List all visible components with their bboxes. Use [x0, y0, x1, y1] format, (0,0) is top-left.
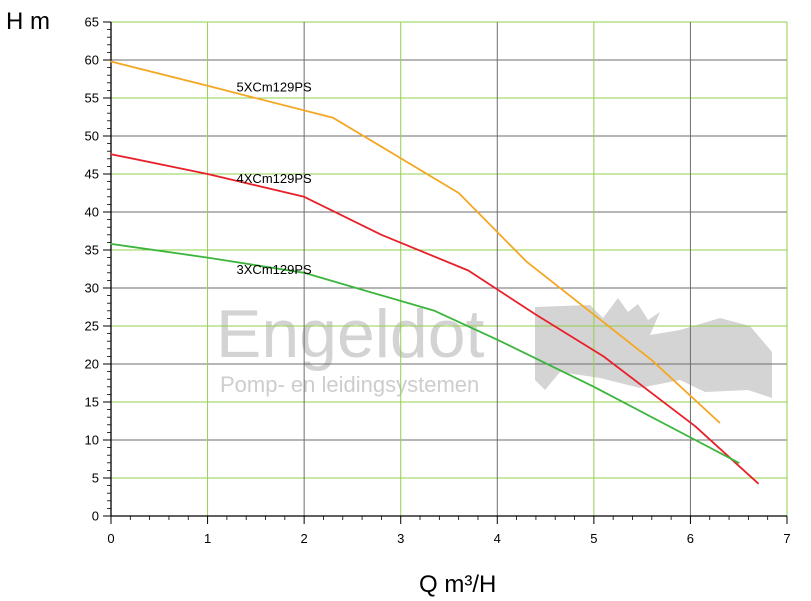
y-tick-label: 65 — [85, 15, 99, 30]
x-tick-label: 0 — [107, 531, 114, 546]
x-tick-label: 7 — [783, 531, 790, 546]
series-label: 4XCm129PS — [237, 171, 312, 186]
x-tick-label: 3 — [397, 531, 404, 546]
series-label: 5XCm129PS — [237, 80, 312, 95]
y-tick-label: 55 — [85, 91, 99, 106]
y-tick-label: 50 — [85, 129, 99, 144]
y-tick-label: 45 — [85, 167, 99, 182]
y-tick-label: 25 — [85, 319, 99, 334]
watermark-logo-icon — [535, 298, 772, 398]
x-tick-label: 4 — [494, 531, 501, 546]
x-tick-label: 6 — [687, 531, 694, 546]
series — [110, 60, 759, 485]
series-label: 3XCm129PS — [237, 262, 312, 277]
labels: 5XCm129PS 4XCm129PS 3XCm129PS — [237, 80, 312, 277]
y-axis-title: H m — [6, 8, 50, 35]
y-tick-label: 20 — [85, 357, 99, 372]
y-tick-label: 35 — [85, 243, 99, 258]
x-axis-title: Q m³/H — [419, 571, 496, 598]
y-tick-label: 10 — [85, 433, 99, 448]
grid — [111, 21, 788, 516]
y-tick-label: 15 — [85, 395, 99, 410]
x-tick-label: 2 — [301, 531, 308, 546]
x-tick-label: 1 — [204, 531, 211, 546]
y-tick-label: 5 — [92, 471, 99, 486]
watermark-subtitle: Pomp- en leidingsystemen — [220, 372, 479, 397]
y-tick-label: 40 — [85, 205, 99, 220]
series-line-4XCm129PS — [110, 153, 759, 485]
y-tick-label: 60 — [85, 53, 99, 68]
y-tick-label: 30 — [85, 281, 99, 296]
y-tick-label: 0 — [92, 509, 99, 524]
watermark: Engeldot Pomp- en leidingsystemen — [216, 296, 772, 398]
series-line-5XCm129PS — [110, 60, 721, 424]
x-tick-label: 5 — [590, 531, 597, 546]
watermark-title: Engeldot — [216, 296, 485, 372]
series-line-3XCm129PS — [110, 242, 740, 464]
